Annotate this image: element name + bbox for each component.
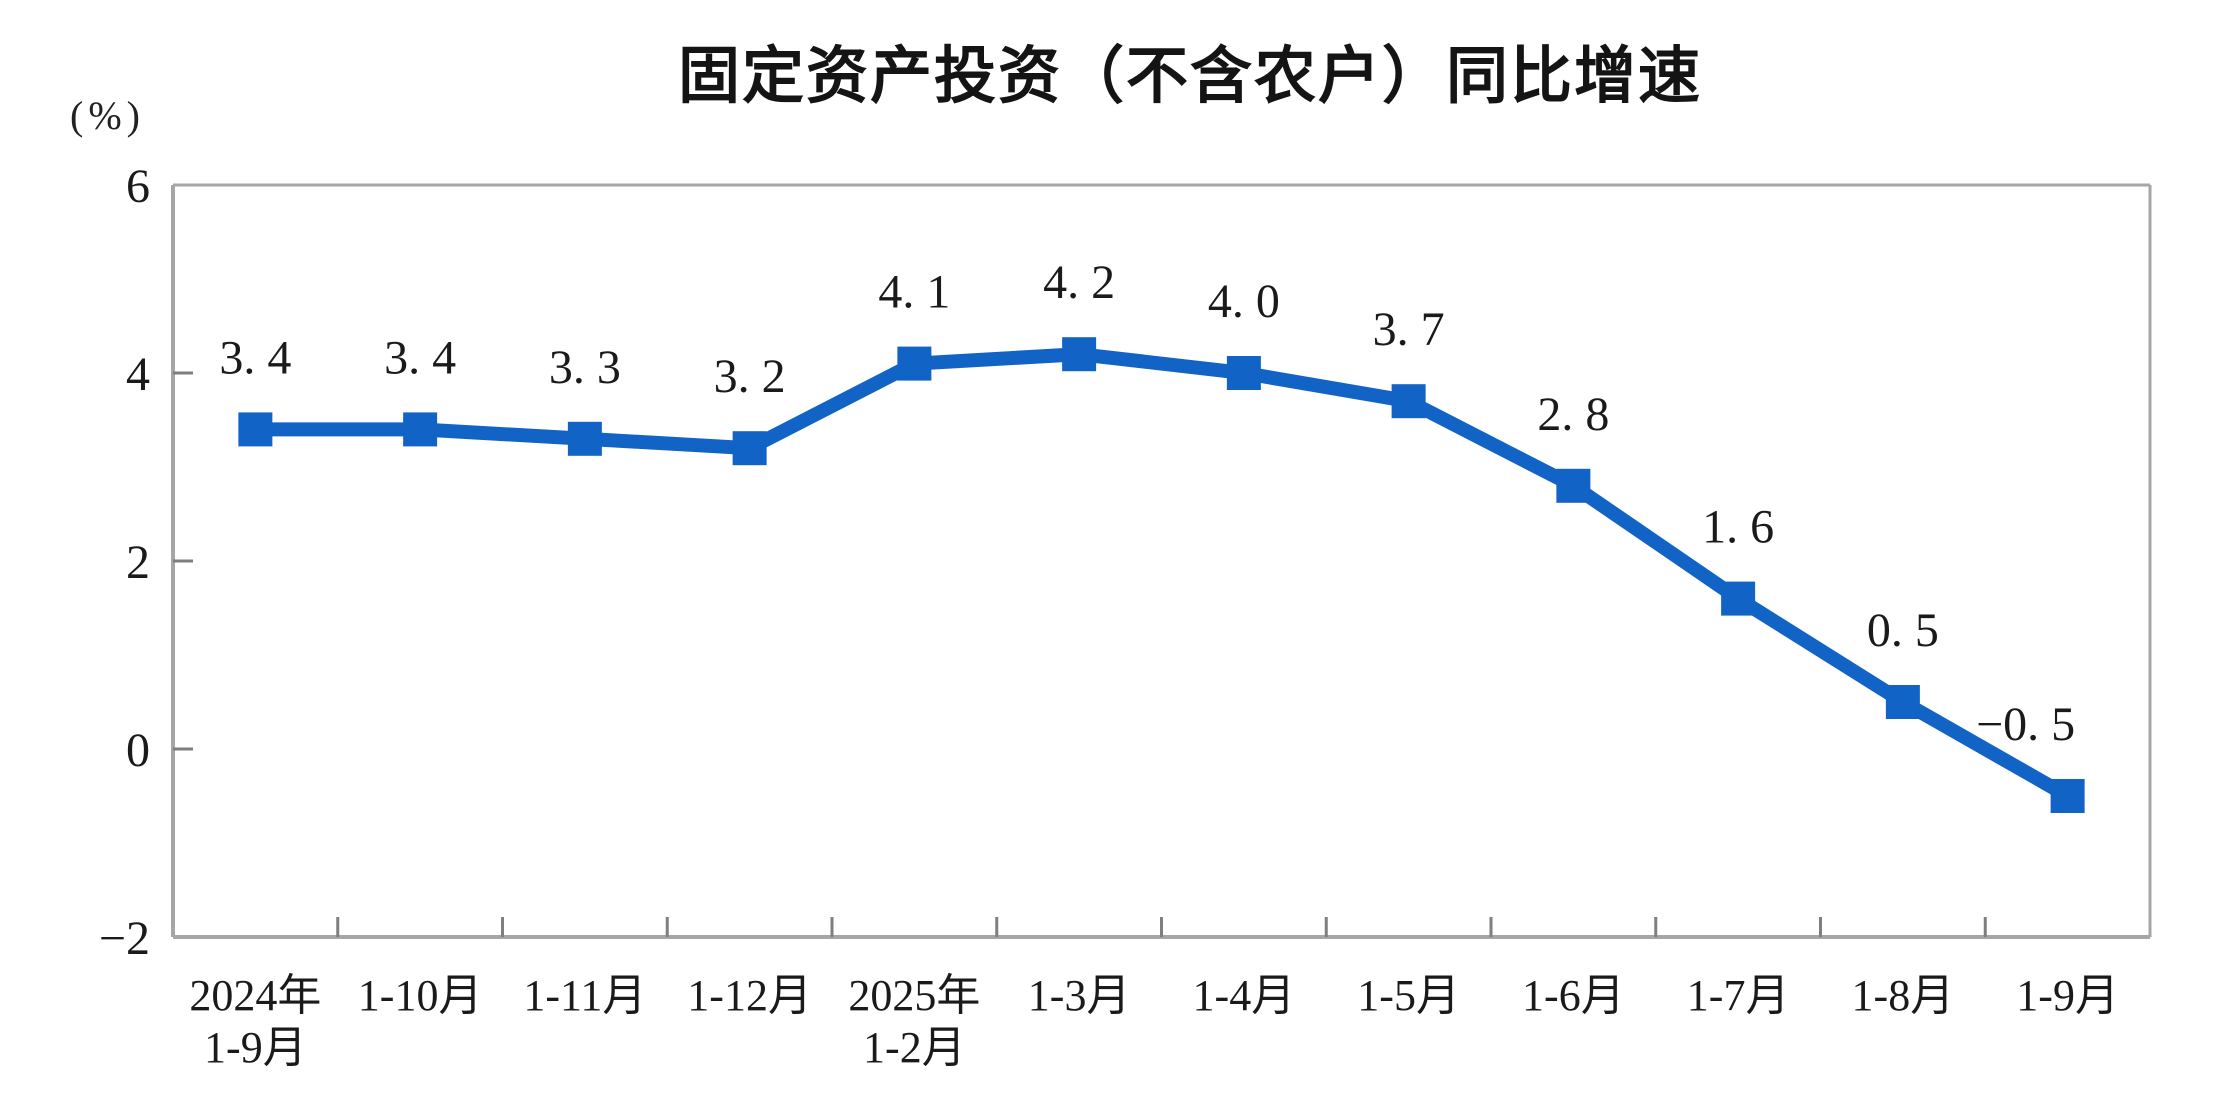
data-point-label: 4. 2	[1043, 256, 1115, 309]
x-tick-label: 2025年	[848, 971, 980, 1020]
x-tick-label: 1-9月	[204, 1023, 307, 1072]
data-point-label: 1. 6	[1702, 501, 1774, 554]
x-tick-label: 1-4月	[1193, 971, 1296, 1020]
x-tick-label: 1-10月	[358, 971, 483, 1020]
data-point-label: 4. 0	[1208, 275, 1280, 328]
data-point-label: 3. 7	[1373, 303, 1445, 356]
data-point-label: 2. 8	[1537, 388, 1609, 441]
x-tick-label: 1-8月	[1852, 971, 1955, 1020]
data-point-marker	[1062, 337, 1097, 372]
data-point-label: 4. 1	[878, 266, 950, 319]
y-tick-label: 2	[126, 536, 150, 589]
data-point-marker	[1721, 581, 1756, 616]
x-tick-label: 1-7月	[1687, 971, 1790, 1020]
data-point-marker	[403, 412, 438, 447]
data-point-label: 3. 2	[714, 350, 786, 403]
data-line	[255, 347, 2072, 803]
x-tick-label: 1-5月	[1357, 971, 1460, 1020]
data-point-marker	[1391, 384, 1426, 419]
data-point-marker	[2050, 779, 2085, 813]
x-tick-label: 1-11月	[523, 971, 646, 1020]
data-point-marker	[897, 346, 932, 381]
x-tick-label: 1-12月	[687, 971, 812, 1020]
x-tick-label: 2024年	[189, 971, 321, 1020]
x-tick-label: 1-3月	[1028, 971, 1131, 1020]
data-point-label: −0. 5	[1976, 698, 2075, 751]
data-point-marker	[1885, 685, 1920, 719]
y-axis-unit-label: (%)	[70, 93, 145, 138]
x-tick-label: 1-6月	[1522, 971, 1625, 1020]
y-tick-label: 0	[126, 724, 150, 777]
data-point-marker	[1226, 356, 1261, 390]
data-point-label: 3. 4	[219, 331, 291, 384]
y-tick-label: −2	[99, 912, 150, 965]
y-tick-label: 4	[126, 348, 150, 401]
y-tick-label: 6	[126, 160, 150, 213]
chart-title: 固定资产投资（不含农户）同比增速	[677, 39, 1703, 112]
data-point-marker	[567, 421, 602, 456]
data-point-label: 0. 5	[1867, 604, 1939, 657]
data-point-label: 3. 4	[384, 331, 456, 384]
data-point-label: 3. 3	[549, 341, 621, 394]
x-tick-label: 1-9月	[2016, 971, 2119, 1020]
x-tick-label: 1-2月	[863, 1023, 966, 1072]
data-point-marker	[1556, 468, 1591, 503]
data-point-marker	[732, 431, 767, 466]
data-point-marker	[238, 412, 273, 447]
